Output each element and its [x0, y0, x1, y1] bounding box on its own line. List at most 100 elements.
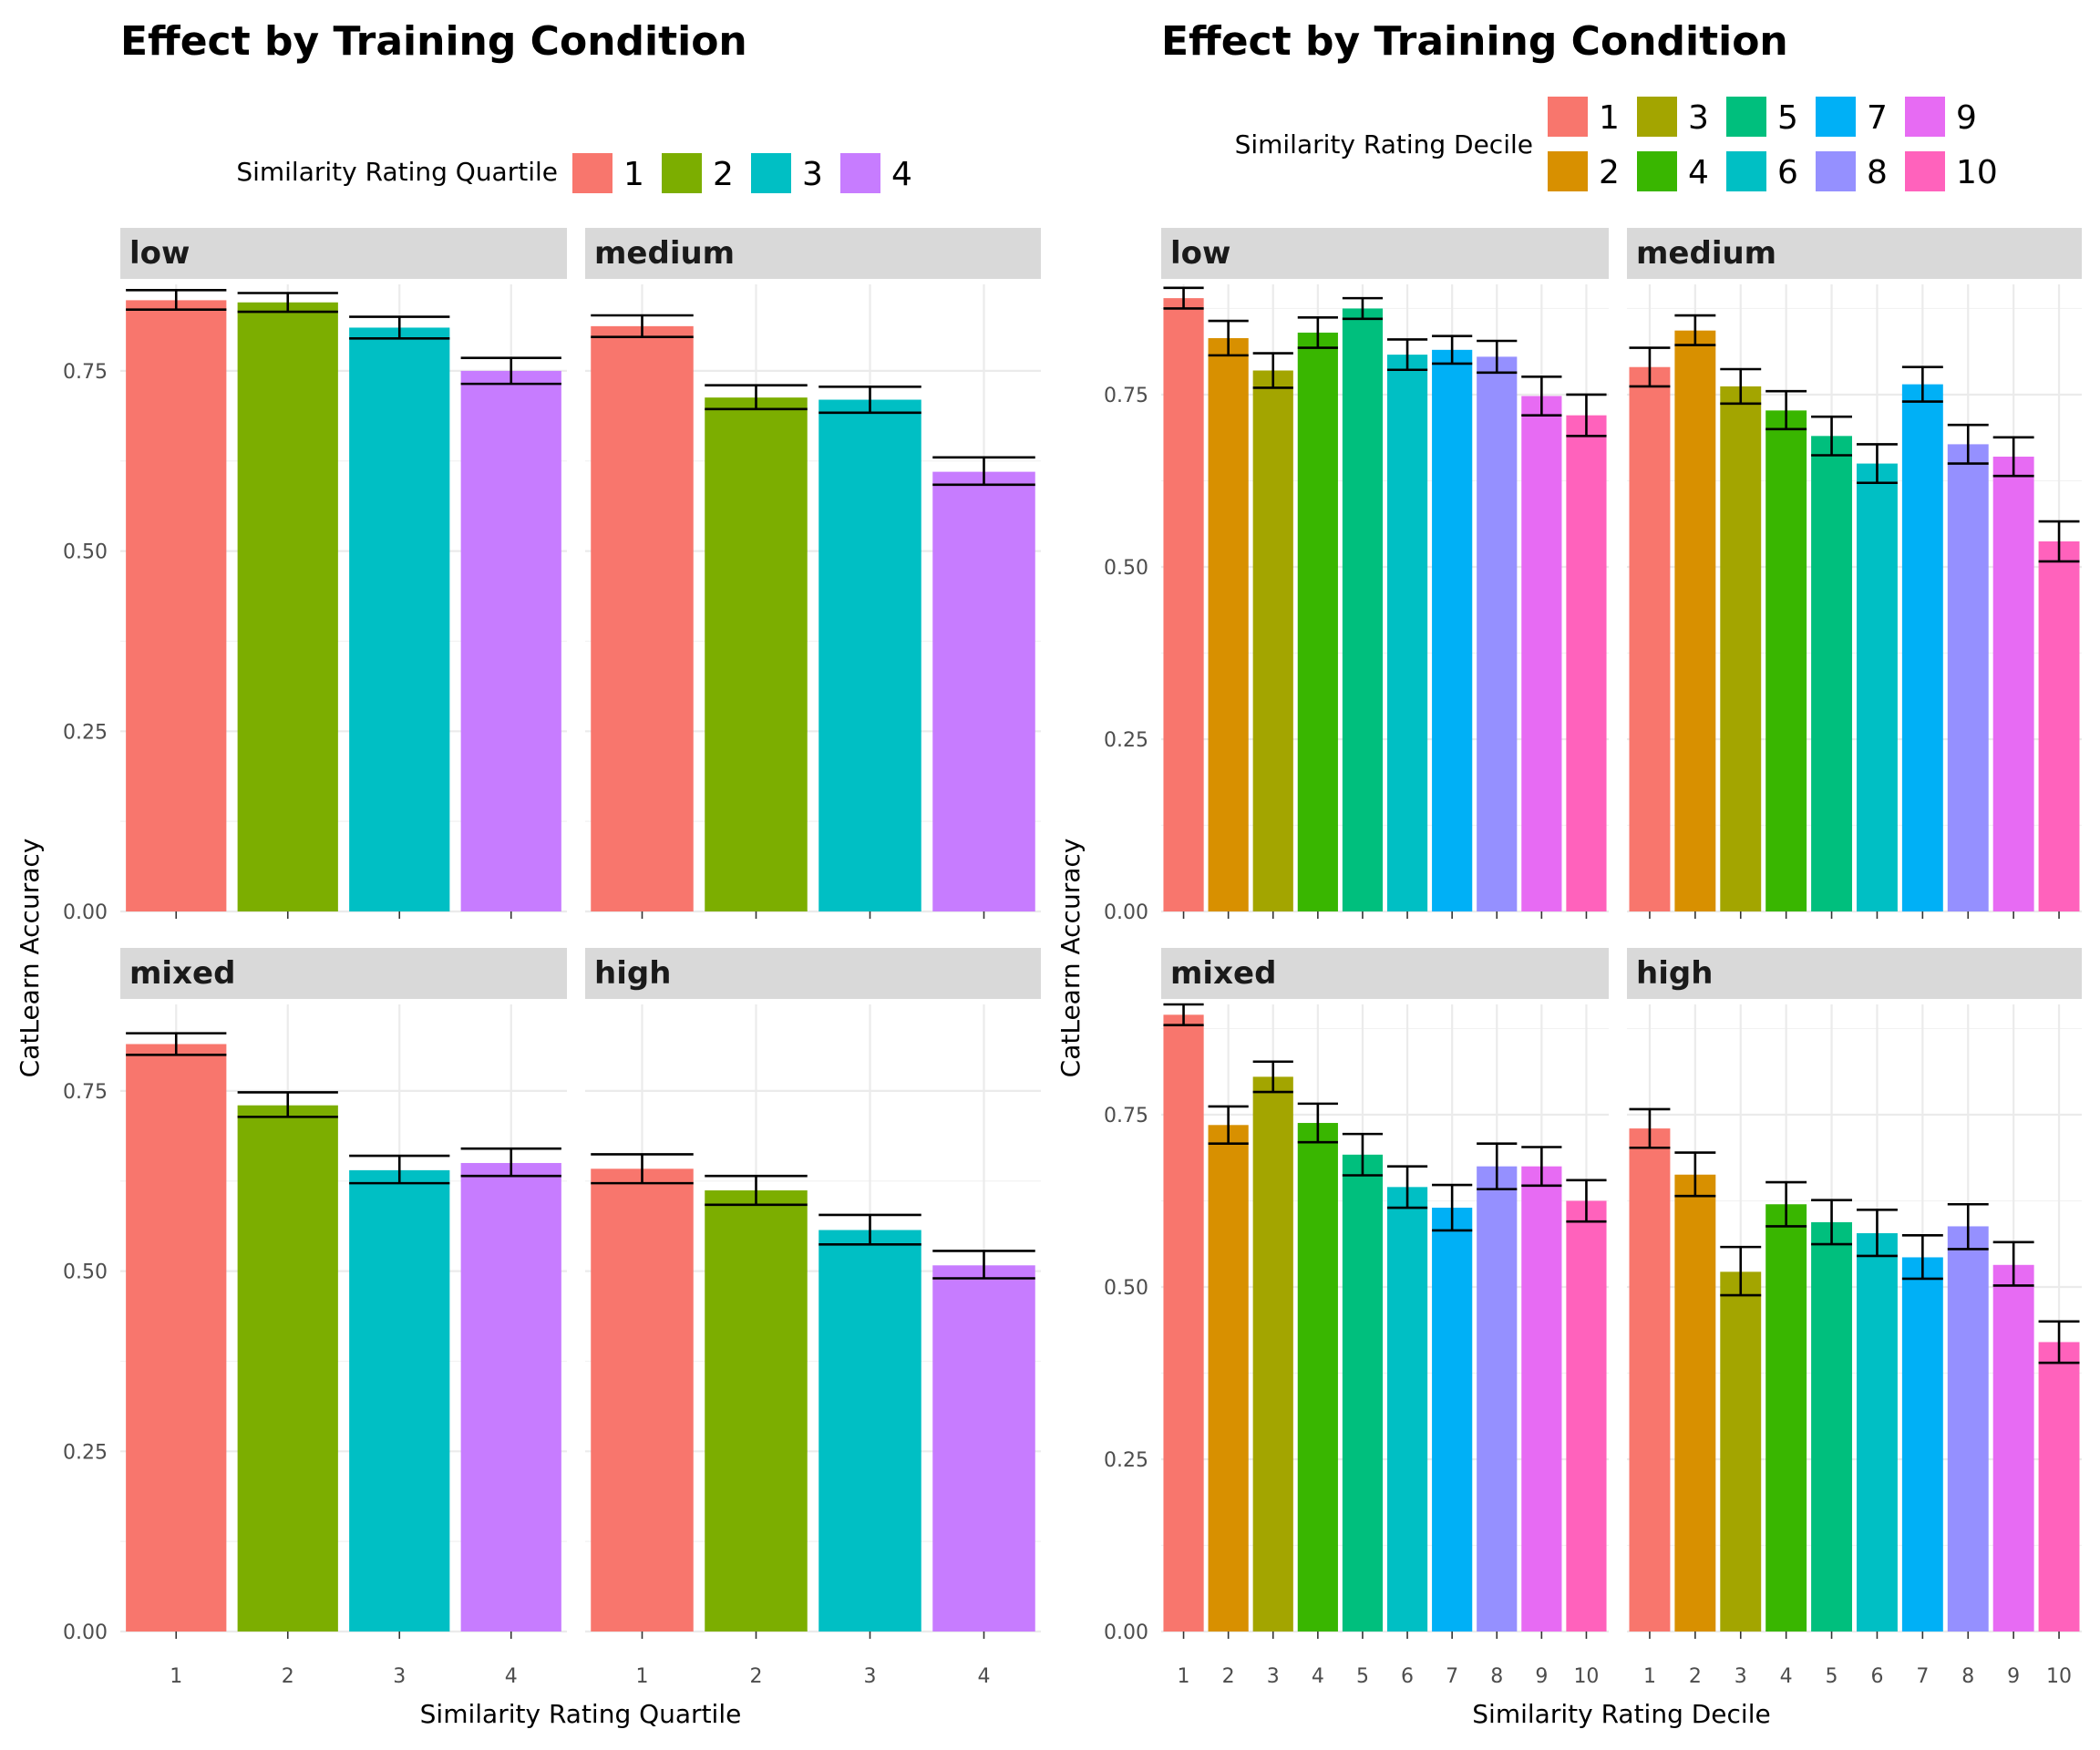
error-bar-low-1 [126, 289, 227, 311]
bar-medium-9 [1992, 457, 2034, 911]
legend-label-7: 7 [1867, 99, 1888, 137]
bar-low-4 [460, 370, 561, 911]
error-bar-high-7 [1901, 1233, 1943, 1281]
y-tick-label: 0.75 [1104, 385, 1148, 407]
error-bar-mixed-4 [1297, 1102, 1338, 1144]
error-bar-high-6 [1856, 1209, 1898, 1258]
error-bar-mixed-7 [1432, 1183, 1473, 1232]
error-bar-high-1 [591, 1153, 694, 1185]
x-axis-title: Similarity Rating Decile [1472, 1699, 1770, 1729]
legend-key-3 [751, 153, 791, 193]
error-bar-low-7 [1432, 335, 1473, 365]
legend-key-2 [1548, 151, 1588, 191]
chart-title: Effect by Training Condition [1161, 18, 1788, 65]
bar-low-8 [1477, 356, 1518, 911]
error-bar-medium-5 [1811, 415, 1853, 457]
legend-key-3 [1637, 97, 1677, 137]
error-bar-mixed-1 [1163, 1003, 1204, 1026]
facet-strip [120, 948, 567, 999]
error-bar-high-3 [1720, 1245, 1762, 1297]
error-bar-medium-1 [1629, 346, 1671, 388]
bar-medium-7 [1901, 384, 1943, 912]
y-tick-label: 0.00 [1104, 901, 1148, 924]
bar-low-6 [1386, 355, 1428, 912]
legend-key-1 [572, 153, 612, 193]
error-bar-mixed-1 [126, 1032, 227, 1056]
facet-strip [1627, 228, 2082, 279]
error-bar-mixed-2 [237, 1091, 338, 1118]
bar-mixed-5 [1342, 1154, 1384, 1632]
legend-label-1: 1 [1599, 99, 1620, 137]
facet-strip [1627, 948, 2082, 999]
facet-strip-label: low [1170, 235, 1230, 272]
bar-low-3 [1252, 370, 1293, 911]
x-tick-label: 3 [393, 1665, 406, 1688]
error-bar-medium-4 [1765, 389, 1807, 431]
error-bar-high-8 [1947, 1202, 1989, 1251]
legend-key-1 [1548, 97, 1588, 137]
facet-strip-label: mixed [129, 955, 235, 992]
facet-medium: medium [1627, 228, 2082, 919]
bar-mixed-6 [1386, 1187, 1428, 1632]
error-bar-high-3 [818, 1213, 921, 1246]
bar-high-3 [1720, 1271, 1762, 1632]
bar-medium-1 [591, 325, 694, 911]
x-tick-label: 5 [1826, 1665, 1838, 1688]
y-tick-label: 0.00 [63, 901, 108, 924]
x-tick-label: 9 [1535, 1665, 1548, 1688]
bar-low-1 [1163, 298, 1204, 912]
error-bar-low-3 [349, 315, 450, 340]
legend-title: Similarity Rating Decile [1235, 129, 1533, 160]
bar-medium-6 [1856, 463, 1898, 911]
error-bar-mixed-10 [1566, 1179, 1607, 1223]
y-tick-label: 0.75 [63, 361, 108, 384]
y-tick-label: 0.25 [63, 1441, 108, 1464]
bar-high-4 [932, 1265, 1035, 1632]
error-bar-mixed-6 [1386, 1165, 1428, 1210]
legend-label-2: 2 [713, 156, 734, 193]
error-bar-medium-3 [818, 385, 921, 415]
error-bar-low-4 [1297, 315, 1338, 349]
y-tick-label: 0.00 [1104, 1621, 1148, 1644]
error-bar-high-10 [2038, 1320, 2080, 1364]
bar-medium-8 [1947, 444, 1989, 911]
x-tick-label: 7 [1916, 1665, 1929, 1688]
x-tick-label: 1 [1178, 1665, 1190, 1688]
legend-key-2 [662, 153, 702, 193]
bar-medium-3 [1720, 386, 1762, 911]
bar-medium-5 [1811, 436, 1853, 911]
error-bar-high-5 [1811, 1199, 1853, 1246]
legend-key-8 [1816, 151, 1856, 191]
error-bar-low-5 [1342, 296, 1384, 321]
x-tick-label: 4 [1780, 1665, 1793, 1688]
error-bar-mixed-8 [1477, 1142, 1518, 1190]
y-tick-label: 0.50 [1104, 557, 1148, 580]
bar-mixed-10 [1566, 1200, 1607, 1632]
error-bar-high-4 [932, 1250, 1035, 1280]
error-bar-low-2 [1208, 319, 1249, 357]
legend: Similarity Rating Decile 1 3 5 7 9 2 4 6 8 10 [1235, 97, 1998, 191]
error-bar-low-6 [1386, 338, 1428, 372]
bar-low-1 [126, 300, 227, 911]
bar-mixed-8 [1477, 1166, 1518, 1632]
error-bar-low-1 [1163, 286, 1204, 310]
error-bar-mixed-4 [460, 1147, 561, 1178]
x-tick-label: 3 [1267, 1665, 1280, 1688]
error-bar-medium-1 [591, 314, 694, 339]
bar-low-10 [1566, 415, 1607, 912]
legend-key-9 [1905, 97, 1945, 137]
error-bar-low-8 [1477, 339, 1518, 375]
y-tick-label: 0.00 [63, 1621, 108, 1644]
facet-high: high 1 2 3 4 [585, 948, 1041, 1688]
bar-low-2 [1208, 337, 1249, 911]
legend-label-6: 6 [1777, 154, 1798, 191]
y-tick-label: 0.50 [1104, 1277, 1148, 1300]
error-bar-mixed-5 [1342, 1132, 1384, 1177]
error-bar-medium-6 [1856, 443, 1898, 485]
facet-strip [120, 228, 567, 279]
error-bar-medium-8 [1947, 423, 1989, 465]
legend-key-10 [1905, 151, 1945, 191]
bar-mixed-3 [1252, 1076, 1293, 1632]
error-bar-low-3 [1252, 352, 1293, 389]
facet-strip [1161, 948, 1609, 999]
